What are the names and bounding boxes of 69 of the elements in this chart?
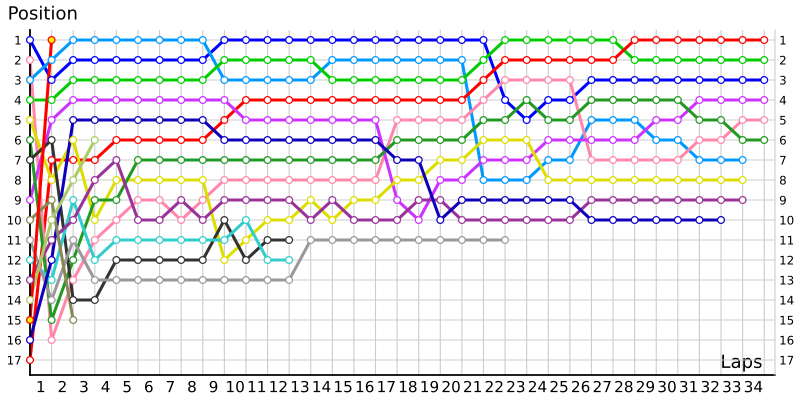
x-tick-label: 24 xyxy=(528,380,546,392)
x-tick-label: 5 xyxy=(123,381,131,392)
x-tick-label: 1 xyxy=(38,381,44,392)
y-tick-label: 17 xyxy=(8,356,21,364)
y2-tick-label: 14 xyxy=(780,296,794,304)
x-tick-label: 25 xyxy=(550,380,568,392)
x-tick-label: 14 xyxy=(313,381,330,392)
x-tick-label: 19 xyxy=(421,380,438,392)
y2-tick-label: 16 xyxy=(780,336,794,345)
x-tick-label: 21 xyxy=(464,380,481,392)
x-tick-label: 8 xyxy=(188,380,196,392)
x-tick-label: 9 xyxy=(210,380,218,392)
y-tick-label: 6 xyxy=(14,136,21,145)
x-tick-label: 17 xyxy=(378,381,395,392)
x-tick-label: 29 xyxy=(636,380,654,392)
x-tick-label: 15 xyxy=(335,381,352,392)
x-tick-label: 31 xyxy=(680,380,697,392)
x-tick-label: 27 xyxy=(594,380,611,392)
y2-tick-label: 13 xyxy=(780,276,794,285)
y2-tick-label: 6 xyxy=(780,136,786,145)
x-tick-label: 20 xyxy=(442,380,460,392)
y-tick-label: 14 xyxy=(8,296,22,304)
y-tick-label: 11 xyxy=(8,236,21,244)
y-tick-label: 1 xyxy=(15,36,21,44)
y2-tick-label: 3 xyxy=(780,76,786,85)
x-tick-label: 11 xyxy=(248,381,266,392)
y2-tick-label: 5 xyxy=(780,116,786,125)
x-tick-label: 33 xyxy=(723,380,740,392)
x-tick-label: 18 xyxy=(400,380,417,392)
y2-tick-label: 11 xyxy=(780,236,794,244)
y2-tick-label: 4 xyxy=(780,96,786,104)
x-tick-label: 3 xyxy=(80,380,88,392)
x-tick-label: 4 xyxy=(101,381,110,392)
y-tick-label: 8 xyxy=(14,176,21,185)
y-tick-label: 12 xyxy=(8,256,20,264)
x-tick-label: 32 xyxy=(702,380,718,392)
x-tick-label: 28 xyxy=(615,380,633,392)
x-tick-label: 7 xyxy=(166,381,174,392)
y2-tick-label: 9 xyxy=(780,196,786,205)
y-tick-label: 4 xyxy=(14,96,22,104)
y2-tick-label: 15 xyxy=(780,316,794,325)
y-tick-label: 7 xyxy=(15,156,21,164)
y2-tick-label: 1 xyxy=(780,36,786,44)
x-tick-label: 23 xyxy=(507,380,524,392)
x-tick-label: 12 xyxy=(270,380,287,392)
y-tick-label: 16 xyxy=(8,336,21,345)
y2-tick-label: 12 xyxy=(780,256,794,264)
y-tick-label: 3 xyxy=(15,76,21,85)
y-tick-label: 10 xyxy=(8,216,21,225)
x-tick-label: 2 xyxy=(58,380,66,392)
y-axis-title: Position xyxy=(9,6,76,20)
y-tick-label: 2 xyxy=(15,56,20,64)
x-tick-label: 22 xyxy=(486,380,502,392)
y-tick-label: 13 xyxy=(8,276,21,285)
x-tick-label: 6 xyxy=(144,380,153,392)
x-tick-label: 13 xyxy=(292,380,308,392)
y-tick-label: 5 xyxy=(15,116,21,125)
y2-tick-label: 8 xyxy=(780,176,786,185)
y2-tick-label: 10 xyxy=(780,216,794,225)
x-tick-label: 34 xyxy=(744,380,762,392)
y-tick-label: 15 xyxy=(8,316,21,325)
y2-tick-label: 2 xyxy=(780,56,786,64)
y-tick-label: 9 xyxy=(14,196,21,205)
x-tick-label: 30 xyxy=(658,380,676,392)
x-tick-label: 10 xyxy=(227,380,244,392)
x-tick-label: 26 xyxy=(572,380,590,392)
x-tick-label: 16 xyxy=(356,380,374,392)
y2-tick-label: 17 xyxy=(780,356,794,364)
y2-tick-label: 7 xyxy=(780,156,786,164)
